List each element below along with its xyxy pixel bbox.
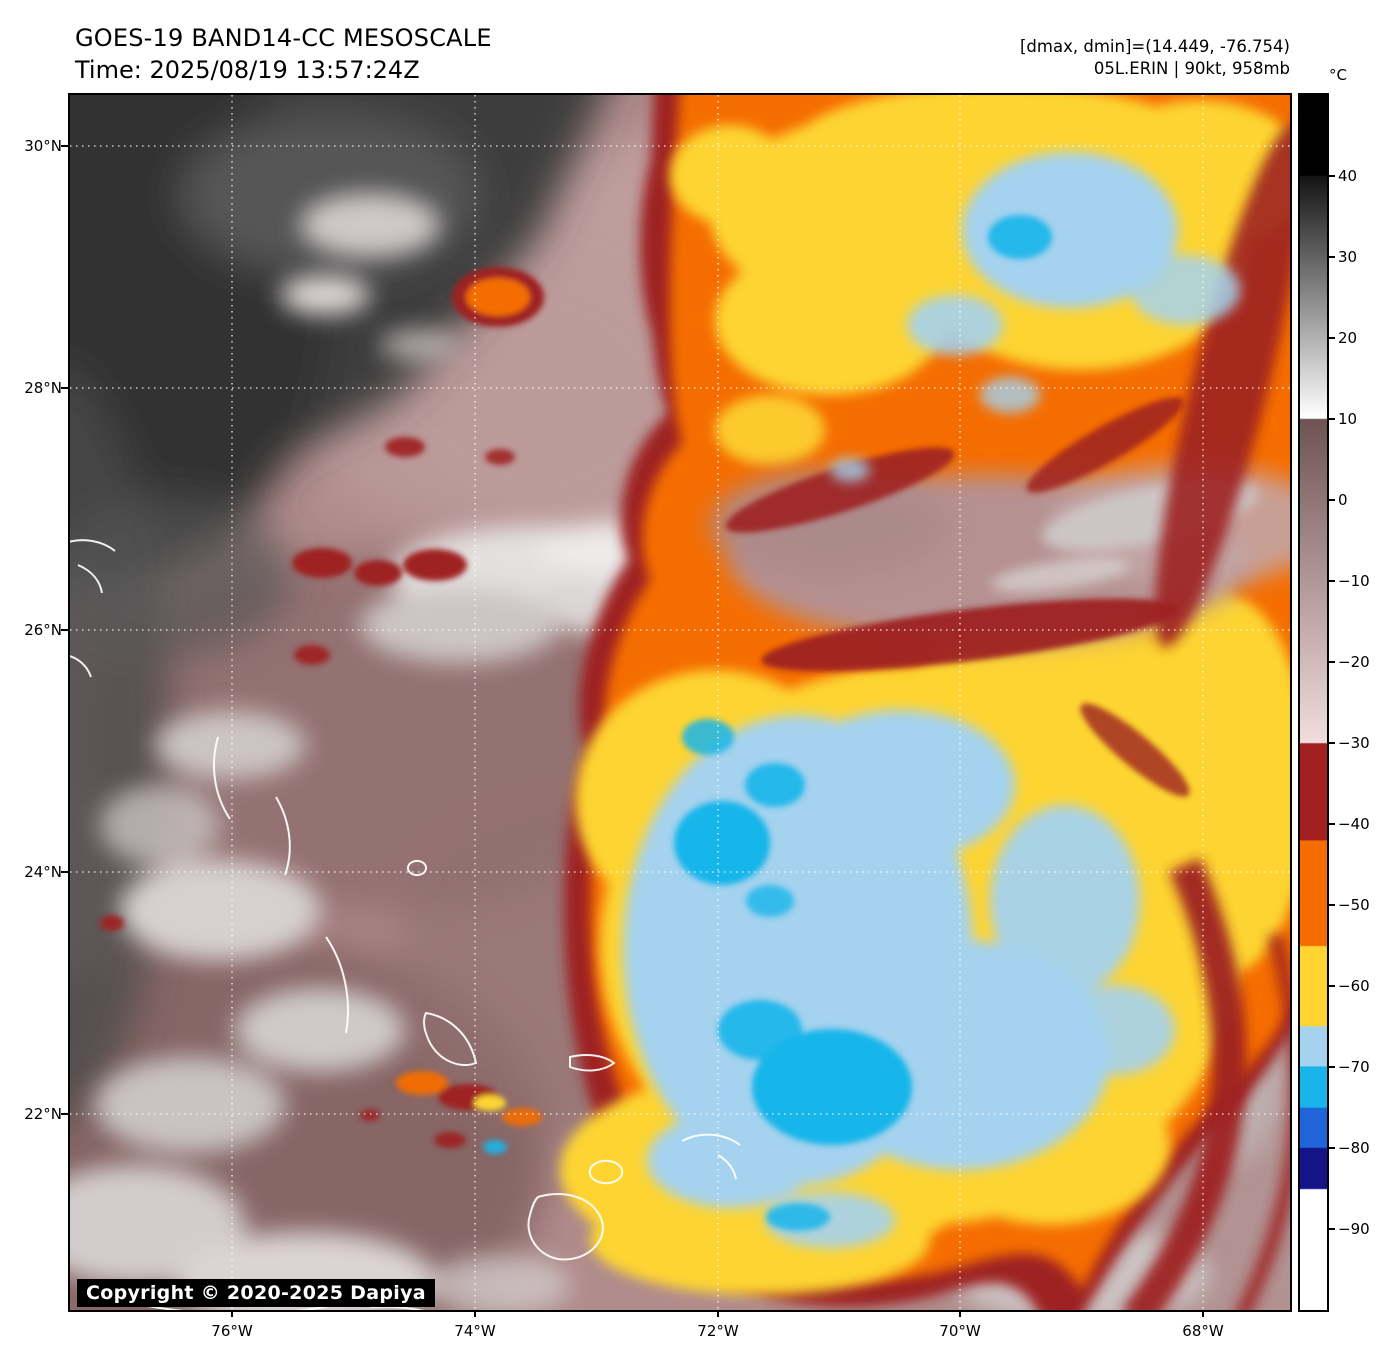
lon-tick-label: 68°W <box>1182 1322 1224 1340</box>
colorbar-tick <box>1329 661 1335 663</box>
axis-tick <box>61 1113 68 1115</box>
lon-tick-label: 76°W <box>211 1322 253 1340</box>
axis-tick <box>61 145 68 147</box>
colorbar-tick-label: 30 <box>1338 248 1358 266</box>
lon-tick-label: 74°W <box>454 1322 496 1340</box>
lat-tick-label: 22°N <box>24 1105 62 1123</box>
colorbar-tick-label: −50 <box>1338 896 1370 914</box>
graticule-gridlines <box>70 95 1290 1310</box>
colorbar-tick <box>1329 904 1335 906</box>
colorbar-tick <box>1329 499 1335 501</box>
storm-info-annotation: 05L.ERIN | 90kt, 958mb <box>1093 59 1290 78</box>
colorbar-tick-label: −80 <box>1338 1139 1370 1157</box>
axis-tick <box>231 1310 233 1317</box>
satellite-map <box>68 93 1292 1312</box>
colorbar-tick-label: 0 <box>1338 491 1348 509</box>
colorbar-tick <box>1329 985 1335 987</box>
colorbar-tick <box>1329 256 1335 258</box>
colorbar-tick-label: 40 <box>1338 167 1358 185</box>
colorbar-tick <box>1329 1147 1335 1149</box>
plot-title: GOES-19 BAND14-CC MESOSCALE <box>75 24 492 52</box>
header-annotations: [dmax, dmin]=(14.449, -76.754) 05L.ERIN … <box>1020 36 1290 80</box>
colorbar-unit-label: °C <box>1329 66 1347 84</box>
colorbar-tick-label: 20 <box>1338 329 1358 347</box>
lon-tick-label: 70°W <box>939 1322 981 1340</box>
colorbar-tick <box>1329 742 1335 744</box>
colorbar-tick-label: −60 <box>1338 977 1370 995</box>
colorbar-tick-label: −40 <box>1338 815 1370 833</box>
lat-tick-label: 24°N <box>24 863 62 881</box>
storm-cyan-coldest-tops <box>483 215 1052 1231</box>
colorbar-tick-label: 10 <box>1338 410 1358 428</box>
axis-tick <box>61 871 68 873</box>
colorbar-tick-label: −10 <box>1338 572 1370 590</box>
axis-tick <box>61 387 68 389</box>
colorbar-tick <box>1329 1228 1335 1230</box>
cold-ring-arcs <box>725 122 1290 1310</box>
dark-clear-air-region <box>70 95 603 1120</box>
lon-tick-label: 72°W <box>697 1322 739 1340</box>
lat-tick-label: 30°N <box>24 137 62 155</box>
copyright-label: Copyright © 2020-2025 Dapiya <box>77 1279 435 1307</box>
axis-tick <box>1202 1310 1204 1317</box>
axis-tick <box>959 1310 961 1317</box>
colorbar-tick <box>1329 1066 1335 1068</box>
axis-tick <box>474 1310 476 1317</box>
plot-time: Time: 2025/08/19 13:57:24Z <box>75 56 420 84</box>
dmax-dmin-annotation: [dmax, dmin]=(14.449, -76.754) <box>1020 37 1290 56</box>
satellite-ir-imagery <box>70 95 1290 1310</box>
lat-tick-label: 28°N <box>24 379 62 397</box>
axis-tick <box>717 1310 719 1317</box>
colorbar-tick <box>1329 418 1335 420</box>
scattered-convection-specks <box>100 267 544 1148</box>
colorbar-tick-label: −30 <box>1338 734 1370 752</box>
colorbar-tick <box>1329 337 1335 339</box>
colorbar-tick <box>1329 823 1335 825</box>
colorbar-tick <box>1329 580 1335 582</box>
colorbar-tick-label: −70 <box>1338 1058 1370 1076</box>
axis-tick <box>61 629 68 631</box>
colorbar <box>1298 93 1329 1312</box>
colorbar-tick-label: −90 <box>1338 1220 1370 1238</box>
colorbar-tick-label: −20 <box>1338 653 1370 671</box>
lat-tick-label: 26°N <box>24 621 62 639</box>
colorbar-tick <box>1329 175 1335 177</box>
